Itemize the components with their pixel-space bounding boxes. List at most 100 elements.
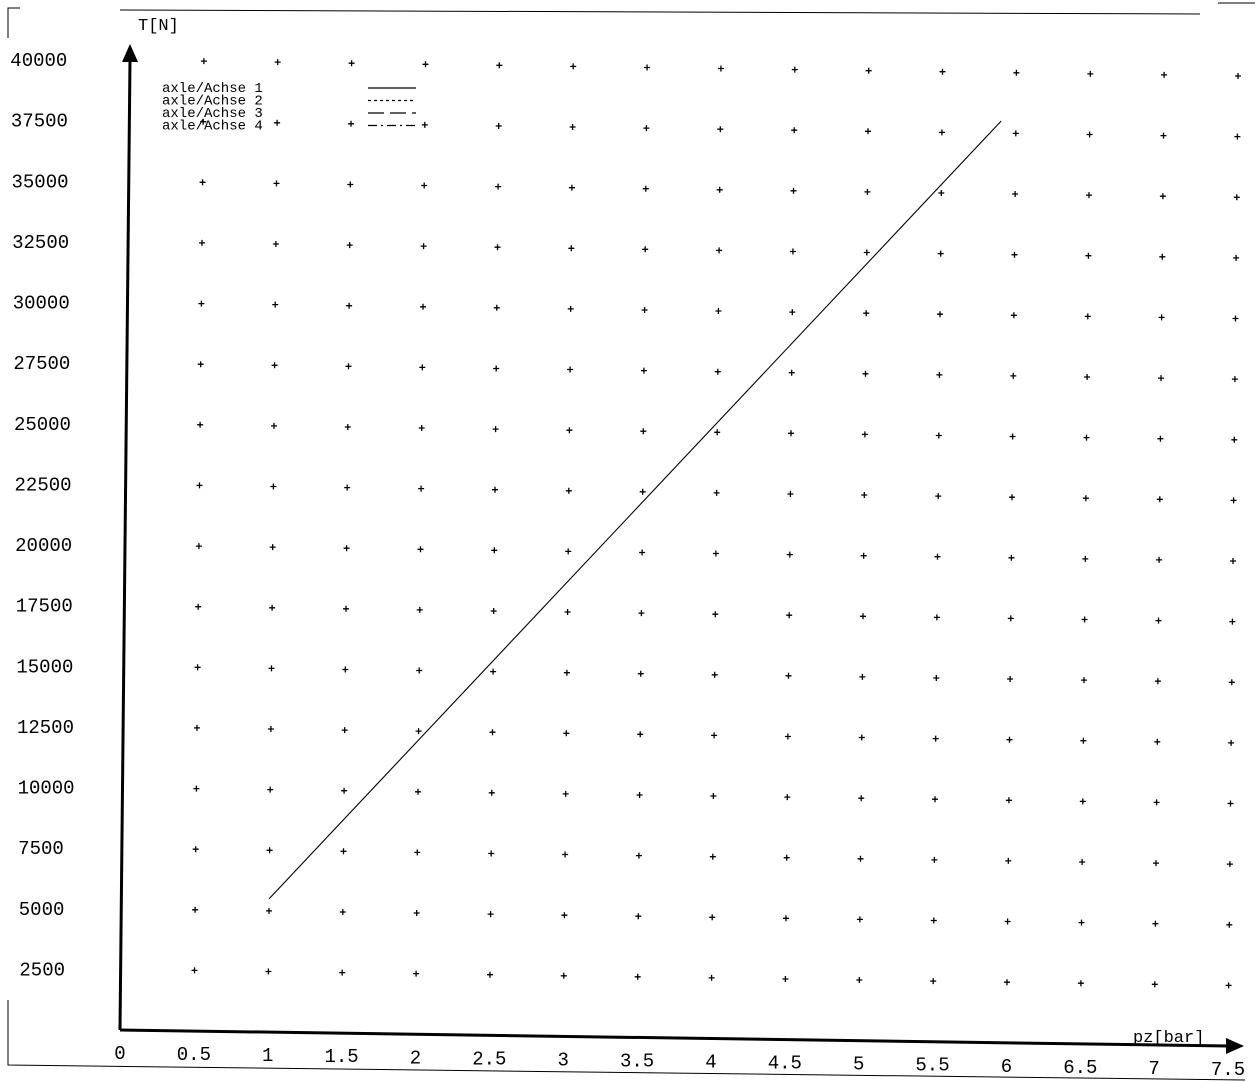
grid-marker [935,493,942,500]
grid-marker [346,242,353,249]
grid-marker [564,609,571,615]
grid-marker [1077,980,1084,987]
x-tick-label: 5.5 [915,1055,949,1077]
grid-marker [490,608,497,614]
grid-marker [639,549,646,556]
grid-marker [272,241,279,247]
grid-marker [717,126,724,133]
grid-marker [495,123,502,129]
grid-marker [637,670,644,677]
grid-marker [711,732,718,739]
grid-marker [864,188,871,195]
grid-marker [339,909,346,915]
y-tick-label: 10000 [18,778,75,800]
grid-marker [716,247,723,254]
grid-marker [1227,800,1234,807]
grid-marker [419,364,426,371]
grid-marker [271,362,278,369]
grid-marker [199,179,206,186]
grid-marker [488,850,495,857]
y-axis-title: T[N] [138,17,179,36]
y-axis-arrow-icon [122,44,138,62]
x-axis-line [119,1028,1229,1048]
y-tick-label: 35000 [12,171,69,193]
grid-marker [1086,131,1093,138]
grid-marker [198,300,205,307]
x-tick-label: 1 [262,1045,273,1067]
grid-marker [342,666,349,673]
grid-marker [200,118,207,125]
grid-marker [1231,436,1238,443]
grid-marker [566,427,573,434]
grid-marker [638,610,645,617]
x-tick-label: 4 [705,1052,716,1074]
x-tick-label: 6.5 [1063,1057,1097,1079]
grid-marker [192,906,199,913]
grid-marker [1005,797,1012,804]
grid-marker [569,124,576,130]
grid-marker [861,431,868,438]
grid-marker [418,425,425,431]
grid-marker [567,305,574,312]
grid-marker [789,248,796,255]
grid-marker [274,119,281,126]
grid-marker [788,369,795,376]
grid-marker [1084,374,1091,380]
grid-marker [195,603,202,610]
y-tick-label: 22500 [15,474,72,496]
grid-marker [1078,919,1085,926]
grid-marker [938,129,945,136]
grid-marker [562,790,569,797]
grid-marker [1153,860,1159,867]
legend-label: axle/Achse 4 [162,119,263,135]
grid-marker [784,794,791,801]
grid-marker [421,182,428,189]
grid-marker [1226,861,1233,868]
grid-marker [1004,918,1011,925]
grid-marker [200,58,207,65]
grid-marker [786,612,793,619]
grid-marker [493,365,500,372]
grid-marker [1155,617,1162,624]
grid-marker [937,311,943,318]
grid-marker [265,968,272,975]
grid-marker [1233,194,1240,201]
grid-marker [344,484,351,491]
grid-marker [422,61,429,68]
grid-marker [1013,69,1020,76]
grid-marker [493,304,500,311]
grid-marker [1230,497,1237,504]
grid-marker [348,60,355,67]
grid-marker [1012,130,1019,137]
axes [118,44,1244,1054]
grid-marker [420,303,426,310]
grid-marker [413,970,420,977]
grid-marker [860,613,866,620]
y-tick-label: 25000 [14,414,71,436]
grid-marker [1156,496,1163,503]
grid-marker [859,673,866,680]
grid-marker [1158,375,1164,382]
grid-marker [341,727,348,734]
grid-marker [1009,494,1015,501]
x-tick-label: 5 [853,1054,864,1076]
frame-bottom-line [7,1000,1246,1081]
grid-marker [1228,739,1235,746]
grid-marker [712,611,719,618]
grid-marker [563,669,570,676]
grid-marker [568,184,575,191]
grid-marker [487,971,493,978]
grid-marker [1007,615,1014,622]
grid-marker [939,68,946,75]
grid-marker [636,792,643,798]
x-tick-label: 4.5 [768,1053,802,1075]
grid-marker [1080,737,1087,744]
grid-marker [1007,676,1014,682]
y-tick-label: 7500 [18,838,64,860]
grid-marker [783,854,790,861]
grid-marker [783,915,789,922]
grid-marker [936,371,943,378]
grid-marker [712,550,719,557]
